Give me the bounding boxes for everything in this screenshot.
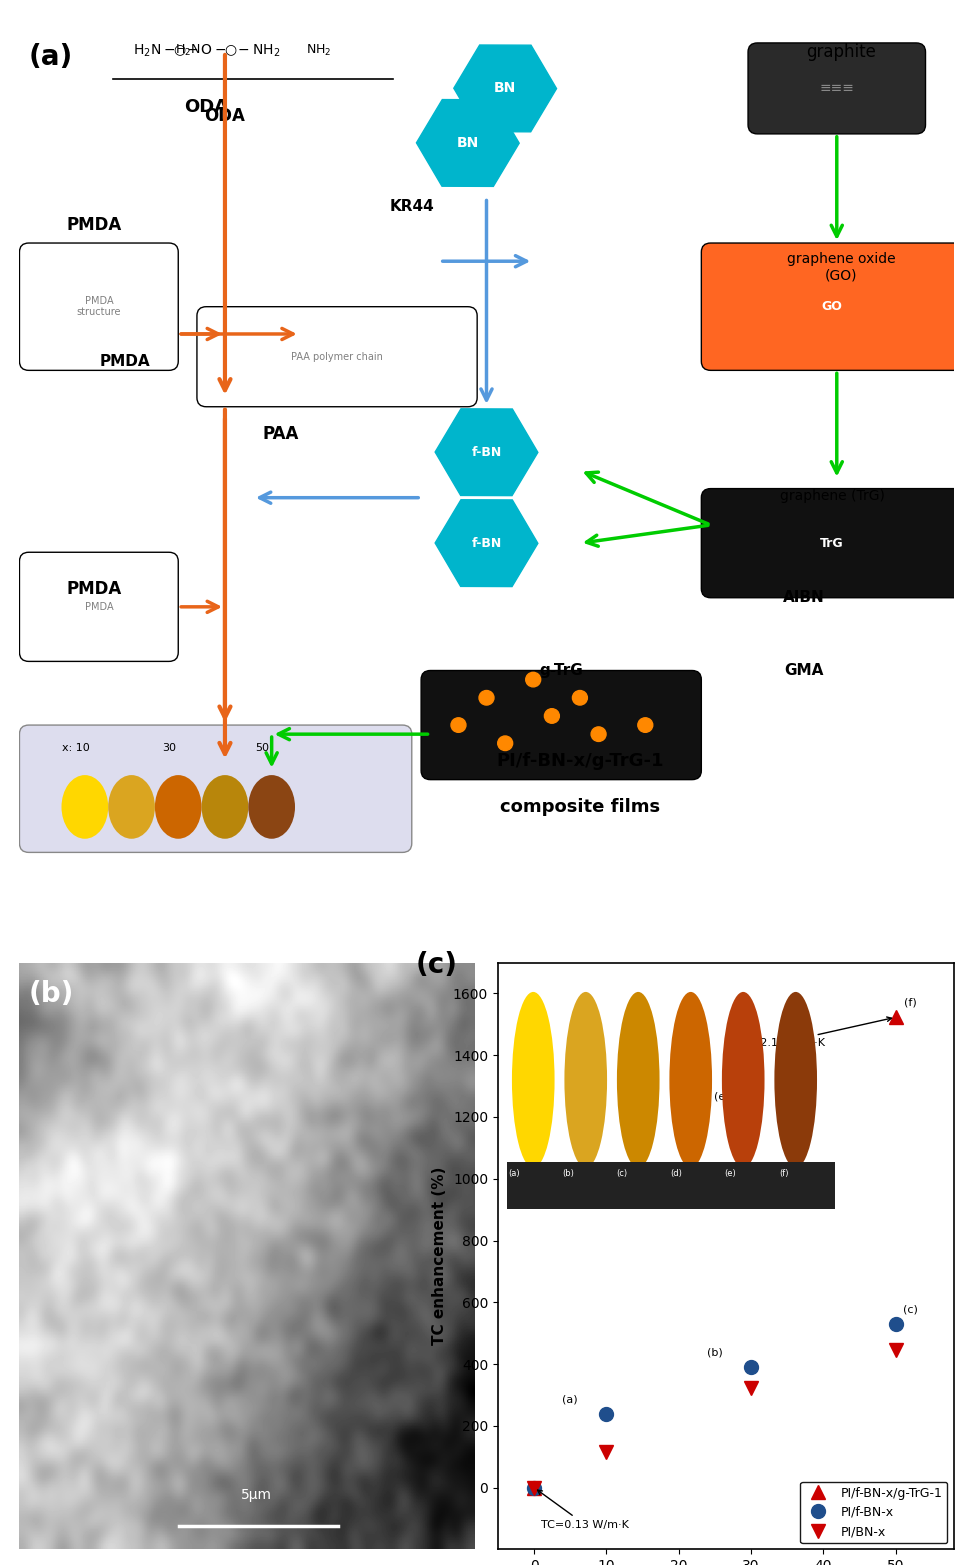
Legend: PI/f-BN-x/g-TrG-1, PI/f-BN-x, PI/BN-x: PI/f-BN-x/g-TrG-1, PI/f-BN-x, PI/BN-x <box>801 1482 948 1543</box>
Text: (b): (b) <box>28 980 74 1008</box>
Circle shape <box>572 690 588 706</box>
FancyBboxPatch shape <box>421 670 702 779</box>
FancyBboxPatch shape <box>702 243 963 371</box>
Text: $\rm NH_2$: $\rm NH_2$ <box>306 42 331 58</box>
PI/BN-x <box>890 1341 902 1360</box>
Circle shape <box>479 690 494 706</box>
Text: BN: BN <box>494 81 517 95</box>
FancyBboxPatch shape <box>19 725 412 853</box>
Text: TrG: TrG <box>820 537 844 549</box>
Y-axis label: TC enhancement (%): TC enhancement (%) <box>432 1167 448 1346</box>
Text: PMDA: PMDA <box>66 579 122 598</box>
Circle shape <box>592 726 606 742</box>
Text: PMDA: PMDA <box>66 216 122 233</box>
PI/f-BN-x <box>600 1405 612 1424</box>
PI/f-BN-x <box>745 1357 757 1376</box>
Text: 5μm: 5μm <box>241 1488 271 1502</box>
Line: PI/f-BN-x/g-TrG-1: PI/f-BN-x/g-TrG-1 <box>527 1011 903 1495</box>
Text: KR44: KR44 <box>389 199 434 214</box>
Text: ODA: ODA <box>204 106 245 125</box>
Text: PMDA
structure: PMDA structure <box>77 296 121 318</box>
Text: TC=2.11 W/m·K: TC=2.11 W/m·K <box>737 1017 891 1049</box>
Line: PI/BN-x: PI/BN-x <box>527 1343 903 1495</box>
Text: TC=0.13 W/m·K: TC=0.13 W/m·K <box>537 1490 630 1529</box>
Circle shape <box>451 718 466 732</box>
PI/f-BN-x/g-TrG-1 <box>890 1008 902 1027</box>
Text: ODA: ODA <box>184 97 229 116</box>
Ellipse shape <box>61 775 108 839</box>
Text: BN: BN <box>456 136 479 150</box>
Text: ≡≡≡: ≡≡≡ <box>819 81 854 95</box>
Text: g-TrG: g-TrG <box>539 664 583 678</box>
Text: composite films: composite films <box>500 798 660 815</box>
Circle shape <box>545 709 559 723</box>
Line: PI/f-BN-x: PI/f-BN-x <box>527 1316 903 1495</box>
Text: 50: 50 <box>255 743 270 753</box>
Text: graphene (TrG): graphene (TrG) <box>779 488 884 502</box>
PI/BN-x <box>600 1443 612 1462</box>
Text: GO: GO <box>821 300 843 313</box>
PI/f-BN-x/g-TrG-1 <box>528 1479 540 1498</box>
Text: (b): (b) <box>707 1347 723 1357</box>
FancyBboxPatch shape <box>748 42 925 135</box>
Text: PMDA: PMDA <box>85 603 113 612</box>
Text: (f): (f) <box>904 998 917 1008</box>
Circle shape <box>525 673 541 687</box>
PI/BN-x <box>745 1379 757 1398</box>
Text: (a): (a) <box>29 42 73 70</box>
Text: (d): (d) <box>577 1153 593 1163</box>
Text: GMA: GMA <box>784 664 824 678</box>
Text: (c): (c) <box>903 1304 918 1315</box>
Text: (a): (a) <box>562 1394 578 1405</box>
Text: f-BN: f-BN <box>471 446 502 459</box>
Text: PAA polymer chain: PAA polymer chain <box>291 352 383 362</box>
Text: AIBN: AIBN <box>783 590 825 606</box>
PI/f-BN-x/g-TrG-1 <box>600 1169 612 1188</box>
FancyBboxPatch shape <box>19 552 178 662</box>
Text: $\rm H_2N$: $\rm H_2N$ <box>175 42 200 58</box>
Text: graphene oxide
(GO): graphene oxide (GO) <box>787 252 896 282</box>
PI/f-BN-x <box>890 1315 902 1333</box>
FancyBboxPatch shape <box>197 307 477 407</box>
Text: PAA: PAA <box>263 426 299 443</box>
Ellipse shape <box>155 775 201 839</box>
Text: PMDA: PMDA <box>99 354 150 369</box>
PI/f-BN-x <box>528 1479 540 1498</box>
Circle shape <box>498 736 513 751</box>
FancyBboxPatch shape <box>19 243 178 371</box>
Text: 30: 30 <box>162 743 176 753</box>
Text: (c): (c) <box>415 952 458 978</box>
Text: $\mathrm{H_2N-\!\!\!\bigcirc\!\!-O-\!\!\!\bigcirc\!\!-NH_2}$: $\mathrm{H_2N-\!\!\!\bigcirc\!\!-O-\!\!\… <box>132 42 280 59</box>
Ellipse shape <box>108 775 155 839</box>
PI/BN-x <box>528 1479 540 1498</box>
FancyBboxPatch shape <box>702 488 963 598</box>
Text: graphite: graphite <box>807 42 877 61</box>
Ellipse shape <box>201 775 248 839</box>
Text: (e): (e) <box>714 1091 730 1102</box>
Text: PI/f-BN-x/g-TrG-1: PI/f-BN-x/g-TrG-1 <box>496 753 664 770</box>
Ellipse shape <box>248 775 295 839</box>
PI/f-BN-x/g-TrG-1 <box>745 1108 757 1127</box>
Text: f-BN: f-BN <box>471 537 502 549</box>
Circle shape <box>638 718 653 732</box>
Text: x: 10: x: 10 <box>61 743 90 753</box>
